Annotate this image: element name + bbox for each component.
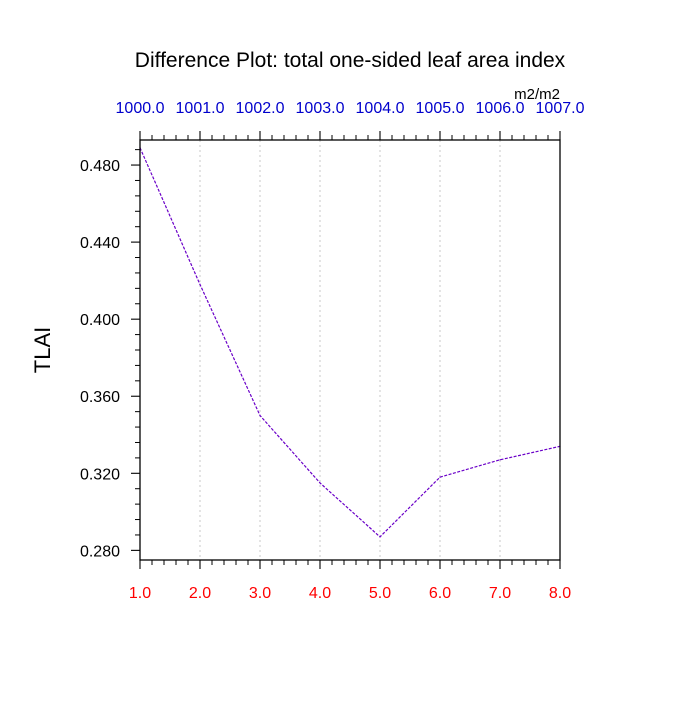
series-group (139, 147, 561, 538)
y-tick-label: 0.320 (80, 466, 120, 483)
axis-ticks (131, 131, 561, 569)
data-point (259, 414, 261, 417)
x-tick-label-top: 1000.0 (116, 100, 165, 117)
x-tick-label-top: 1003.0 (296, 100, 345, 117)
units-label: m2/m2 (514, 86, 560, 103)
data-point (319, 482, 321, 484)
x-tick-label-bottom: 4.0 (309, 585, 331, 602)
y-tick-label: 0.280 (80, 543, 120, 560)
y-tick-label: 0.360 (80, 389, 120, 406)
chart-title: Difference Plot: total one-sided leaf ar… (135, 49, 566, 72)
x-tick-label-bottom: 8.0 (549, 585, 571, 602)
data-point (499, 459, 501, 461)
x-tick-label-bottom: 7.0 (489, 585, 511, 602)
grid-lines (199, 140, 501, 560)
x-tick-label-bottom: 2.0 (189, 585, 211, 602)
x-tick-label-top: 1001.0 (176, 100, 225, 117)
x-tick-label-bottom: 6.0 (429, 585, 451, 602)
x-tick-label-bottom: 1.0 (129, 585, 151, 602)
data-point (199, 283, 201, 286)
y-axis-label: TLAI (30, 327, 55, 373)
y-tick-label: 0.440 (80, 235, 120, 252)
x-tick-label-top: 1006.0 (476, 100, 525, 117)
y-tick-label: 0.400 (80, 312, 120, 329)
series-line (139, 147, 561, 538)
data-point (379, 536, 381, 538)
x-tick-label-top: 1004.0 (356, 100, 405, 117)
plot-border (139, 139, 561, 561)
x-tick-label-top: 1007.0 (536, 100, 585, 117)
x-tick-label-bottom: 3.0 (249, 585, 271, 602)
x-tick-label-top: 1005.0 (416, 100, 465, 117)
x-tick-label-top: 1002.0 (236, 100, 285, 117)
data-point (439, 476, 441, 478)
y-tick-label: 0.480 (80, 158, 120, 175)
x-tick-label-bottom: 5.0 (369, 585, 391, 602)
plot-frame (139, 139, 561, 561)
tick-labels: 1.0 2.0 3.0 4.0 5.0 6.0 7.0 8.0 1000.0 1001.0 1002… (80, 100, 585, 602)
